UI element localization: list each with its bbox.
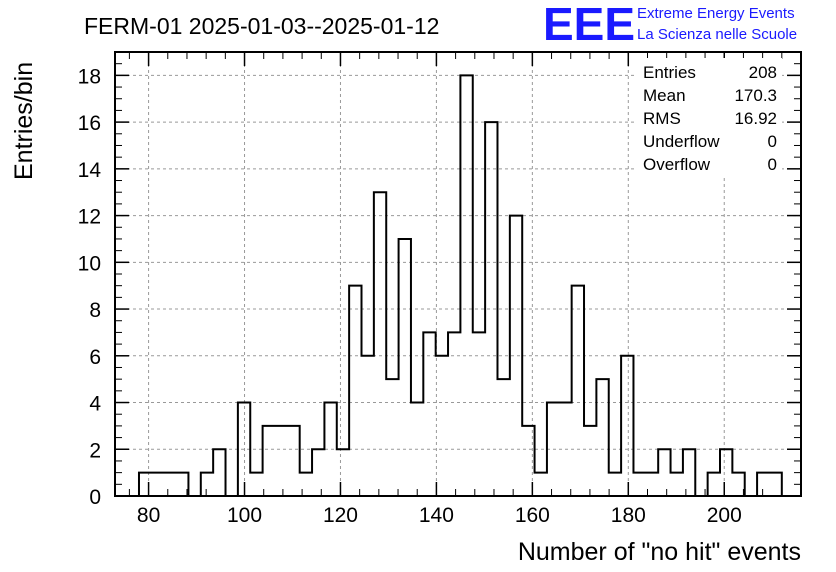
histogram-bin xyxy=(263,426,275,496)
y-tick-label: 2 xyxy=(89,439,101,462)
x-tick-label: 100 xyxy=(227,504,262,527)
histogram-bin xyxy=(448,332,460,496)
histogram-bin xyxy=(621,356,633,496)
histogram-bin xyxy=(473,332,485,496)
histogram-bin xyxy=(324,403,336,496)
histogram-bin xyxy=(139,473,151,496)
y-tick-label: 18 xyxy=(78,65,101,88)
histogram-bin xyxy=(164,473,176,496)
x-tick-label: 200 xyxy=(707,504,742,527)
y-tick-label: 0 xyxy=(89,486,101,509)
stats-value: 0 xyxy=(768,132,777,151)
x-tick-label: 80 xyxy=(137,504,160,527)
stats-value: 16.92 xyxy=(734,109,777,128)
histogram-outline xyxy=(137,74,783,497)
histogram-bin xyxy=(584,426,596,496)
histogram-bin xyxy=(411,403,423,496)
histogram-bin xyxy=(300,473,312,496)
histogram-bin xyxy=(275,426,287,496)
histogram-bin xyxy=(708,473,720,496)
histogram-bin xyxy=(386,379,398,496)
y-tick-label: 6 xyxy=(89,346,101,369)
histogram-bin xyxy=(250,473,262,496)
histogram-bin xyxy=(757,473,769,496)
histogram-bin xyxy=(683,449,695,496)
histogram-bin xyxy=(769,473,781,496)
histogram-bin xyxy=(671,473,683,496)
histogram-bin xyxy=(362,356,374,496)
histogram-bin xyxy=(423,332,435,496)
histogram-bin xyxy=(609,473,621,496)
histogram-bin xyxy=(151,473,163,496)
logo-line-2: La Scienza nelle Scuole xyxy=(637,26,797,43)
histogram-bin xyxy=(535,473,547,496)
y-tick-label: 8 xyxy=(89,299,101,322)
histogram-bin xyxy=(312,449,324,496)
axes xyxy=(114,51,802,497)
eee-logo: EEE Extreme Energy Events La Scienza nel… xyxy=(543,0,797,50)
stats-value: 208 xyxy=(749,63,777,82)
histogram-bin xyxy=(238,403,250,496)
logo-line-1: Extreme Energy Events xyxy=(637,5,795,22)
chart-title: FERM-01 2025-01-03--2025-01-12 xyxy=(84,13,439,39)
histogram-bin xyxy=(460,75,472,496)
stats-value: 170.3 xyxy=(734,86,777,105)
histogram-bin xyxy=(399,239,411,496)
stats-label: RMS xyxy=(643,109,681,128)
histogram-bin xyxy=(337,449,349,496)
histogram-bin xyxy=(436,356,448,496)
y-axis-title: Entries/bin xyxy=(10,62,38,180)
stats-box-background xyxy=(636,58,782,176)
x-tick-label: 180 xyxy=(611,504,646,527)
stats-value: 0 xyxy=(768,155,777,174)
x-tick-label: 120 xyxy=(323,504,358,527)
histogram-bin xyxy=(658,449,670,496)
stats-label: Underflow xyxy=(643,132,720,151)
stats-label: Overflow xyxy=(643,155,711,174)
histogram-bin xyxy=(633,473,645,496)
histogram-bars xyxy=(137,74,783,497)
histogram-bin xyxy=(213,449,225,496)
tick-labels: 80 100 120 140 160 180 200 0 2 4 6 8 10 12 14 16 18 xyxy=(78,65,742,527)
x-tick-label: 160 xyxy=(515,504,550,527)
histogram-bin xyxy=(720,449,732,496)
logo-mark: EEE xyxy=(543,0,635,50)
x-tick-label: 140 xyxy=(419,504,454,527)
stats-box: Entries 208 Mean 170.3 RMS 16.92 Underflow 0 Ove… xyxy=(636,58,782,176)
histogram-bin xyxy=(349,286,361,496)
stats-label: Mean xyxy=(643,86,686,105)
histogram-bin xyxy=(497,379,509,496)
histogram-bin xyxy=(201,473,213,496)
y-tick-label: 10 xyxy=(78,252,101,275)
y-tick-label: 4 xyxy=(89,393,101,416)
stats-label: Entries xyxy=(643,63,696,82)
histogram-bin xyxy=(485,122,497,496)
histogram-bin xyxy=(374,192,386,496)
y-tick-label: 12 xyxy=(78,206,101,229)
histogram-bin xyxy=(572,286,584,496)
histogram-bin xyxy=(596,379,608,496)
histogram-bin xyxy=(732,473,744,496)
x-axis-title: Number of "no hit" events xyxy=(518,538,801,566)
histogram-bin xyxy=(287,426,299,496)
histogram-bin xyxy=(510,216,522,496)
histogram-bin xyxy=(547,403,559,496)
histogram-bin xyxy=(559,403,571,496)
y-tick-label: 16 xyxy=(78,112,101,135)
y-tick-label: 14 xyxy=(78,159,102,182)
